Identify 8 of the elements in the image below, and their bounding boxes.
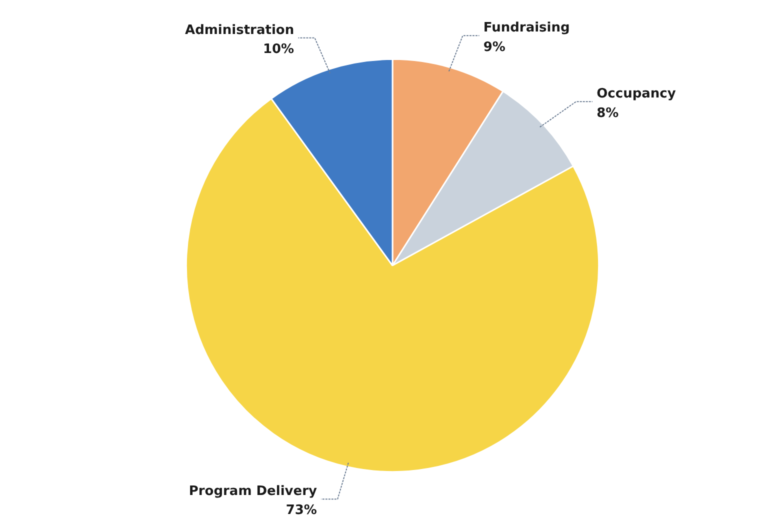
slice-label: Fundraising <box>483 20 570 36</box>
slice-label: Occupancy <box>596 86 676 102</box>
data-label: 10% <box>262 42 294 58</box>
data-label: 8% <box>596 106 619 121</box>
data-label: 9% <box>483 40 506 55</box>
slice-label: Program Delivery <box>188 484 318 500</box>
slice-label: Administration <box>185 22 294 38</box>
data-label: 73% <box>286 503 317 518</box>
